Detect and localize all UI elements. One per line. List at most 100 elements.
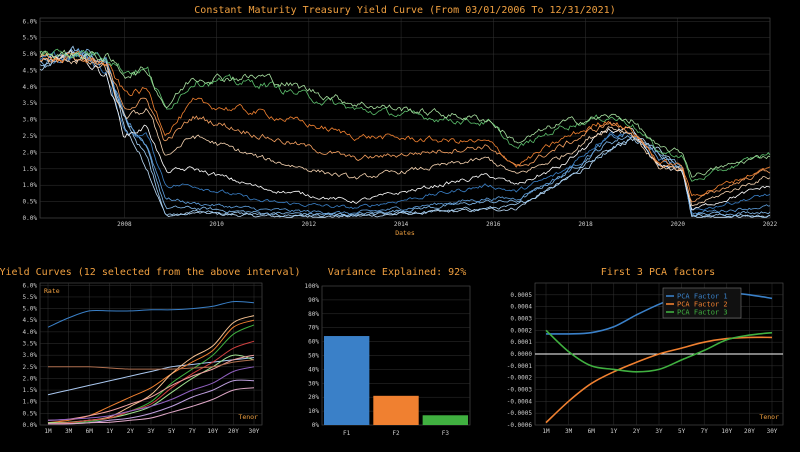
- y-tick-label: 80%: [308, 311, 319, 318]
- y-tick-label: 0.0002: [510, 327, 532, 334]
- y-tick-label: 0.0%: [23, 422, 38, 429]
- x-axis-label: Tenor: [238, 413, 258, 421]
- y-tick-label: 5.0%: [23, 51, 38, 58]
- y-tick-label: 90%: [308, 297, 319, 304]
- y-tick-label: 4.5%: [23, 67, 38, 74]
- y-tick-label: 60%: [308, 339, 319, 346]
- y-axis-label: Rate: [44, 287, 60, 295]
- yield-series-1Y: [39, 47, 771, 215]
- yield-curve-c2: [47, 357, 255, 396]
- chart-title: Variance Explained: 92%: [328, 267, 466, 278]
- x-tick-label: 2Y: [127, 428, 135, 435]
- x-axis-label: Tenor: [759, 413, 779, 421]
- y-tick-label: 0.5%: [23, 410, 38, 417]
- variance-explained-chart: Variance Explained: 92% 0% 10% 20% 30% 40% 50%…: [305, 267, 471, 437]
- yield-series-5Y: [39, 53, 771, 207]
- x-tick-label: 2020: [671, 221, 686, 228]
- y-tick-label: 1.0%: [23, 399, 38, 406]
- y-tick-label: 40%: [308, 366, 319, 373]
- y-tick-label: 3.0%: [23, 352, 38, 359]
- selected-yield-curves-chart: Yield Curves (12 selected from the above…: [0, 267, 301, 435]
- x-tick-label: 6M: [86, 428, 94, 435]
- legend-label: PCA Factor 1: [677, 293, 728, 301]
- yield-curve-c9: [47, 366, 255, 421]
- y-tick-label: 100%: [305, 283, 320, 290]
- chart-title: Constant Maturity Treasury Yield Curve (…: [194, 5, 615, 16]
- y-tick-label: 1.0%: [23, 182, 38, 189]
- yield-series-10Y: [39, 50, 771, 197]
- x-tick-label: 7Y: [189, 428, 197, 435]
- y-tick-label: 4.0%: [23, 329, 38, 336]
- y-tick-label: 3.5%: [23, 100, 38, 107]
- variance-bar-F3: [422, 415, 469, 425]
- chart-title: Yield Curves (12 selected from the above…: [0, 267, 301, 278]
- x-tick-label: 20Y: [228, 428, 239, 435]
- y-tick-label: 3.0%: [23, 117, 38, 124]
- yield-series-30Y: [39, 49, 771, 178]
- y-tick-label: -0.0006: [507, 422, 533, 429]
- x-tick-label: 2014: [394, 221, 409, 228]
- treasury-yield-time-series-chart: Constant Maturity Treasury Yield Curve (…: [23, 5, 778, 237]
- x-tick-label: 2016: [486, 221, 501, 228]
- y-tick-label: 2.0%: [23, 149, 38, 156]
- y-tick-label: 3.5%: [23, 341, 38, 348]
- x-tick-label: 2008: [117, 221, 132, 228]
- y-tick-label: 0.0001: [510, 339, 532, 346]
- yield-series-2Y: [39, 50, 771, 211]
- x-axis-label: Dates: [395, 229, 415, 237]
- yield-series-3Y: [39, 50, 771, 211]
- x-tick-label: 3Y: [655, 428, 663, 435]
- x-tick-label: F2: [392, 430, 400, 437]
- x-tick-label: 1Y: [610, 428, 618, 435]
- y-tick-label: 2.0%: [23, 375, 38, 382]
- yield-curve-c5: [47, 324, 255, 425]
- y-tick-label: 70%: [308, 325, 319, 332]
- y-tick-label: 6.0%: [23, 282, 38, 289]
- yield-curve-c11: [47, 387, 255, 425]
- yield-curve-c1: [47, 300, 255, 328]
- yield-curve-c12: [48, 359, 255, 370]
- y-tick-label: 0.0005: [510, 292, 532, 299]
- y-tick-label: -0.0005: [507, 410, 533, 417]
- x-tick-label: 3Y: [147, 428, 155, 435]
- x-tick-label: 30Y: [767, 428, 778, 435]
- y-tick-label: 5.0%: [23, 306, 38, 313]
- y-tick-label: 10%: [308, 408, 319, 415]
- y-tick-label: 20%: [308, 394, 319, 401]
- y-tick-label: 0.0000: [510, 351, 532, 358]
- plot-area: [39, 17, 771, 219]
- x-tick-label: 2012: [302, 221, 317, 228]
- x-tick-label: 7Y: [701, 428, 709, 435]
- y-tick-label: 4.5%: [23, 317, 38, 324]
- y-tick-label: 0.0004: [510, 304, 532, 311]
- chart-title: First 3 PCA factors: [601, 267, 715, 278]
- yield-series-6M: [39, 48, 771, 217]
- x-tick-label: 5Y: [678, 428, 686, 435]
- y-tick-label: 30%: [308, 380, 319, 387]
- yield-curve-c7: [47, 340, 255, 425]
- y-tick-label: 0.0%: [23, 215, 38, 222]
- x-tick-label: 1M: [44, 428, 52, 435]
- pca-factors-chart: First 3 PCA factors -0.0006 -0.0005 -0.0004…: [507, 267, 784, 435]
- y-tick-label: 0%: [312, 422, 320, 429]
- y-tick-label: 0.5%: [23, 199, 38, 206]
- x-tick-label: 30Y: [249, 428, 260, 435]
- yield-curve-c8: [47, 354, 255, 421]
- y-tick-label: 6.0%: [23, 18, 38, 25]
- x-tick-label: 10Y: [207, 428, 218, 435]
- x-tick-label: 20Y: [744, 428, 755, 435]
- x-tick-label: F1: [343, 430, 351, 437]
- yield-series-3M: [39, 45, 771, 218]
- x-tick-label: 6M: [588, 428, 596, 435]
- x-tick-label: 2010: [209, 221, 224, 228]
- legend-label: PCA Factor 2: [677, 301, 728, 309]
- x-tick-label: 1M: [542, 428, 550, 435]
- y-tick-label: 5.5%: [23, 35, 38, 42]
- yield-curve-c3: [47, 319, 255, 424]
- x-tick-label: F3: [442, 430, 450, 437]
- x-tick-label: 3M: [65, 428, 73, 435]
- y-tick-label: 1.5%: [23, 166, 38, 173]
- legend-label: PCA Factor 3: [677, 309, 728, 317]
- y-tick-label: 50%: [308, 353, 319, 360]
